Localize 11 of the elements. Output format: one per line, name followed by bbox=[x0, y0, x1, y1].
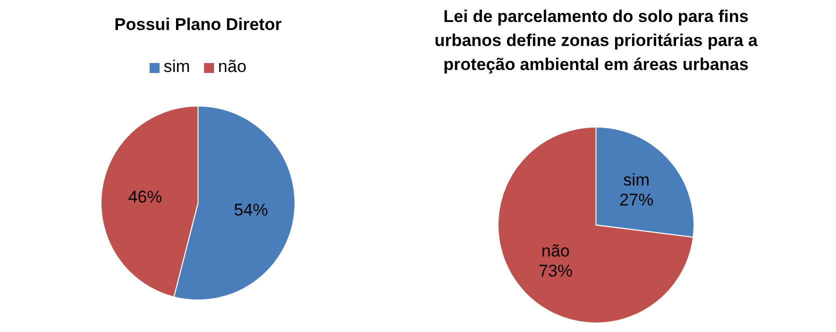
slice-label: não bbox=[541, 242, 570, 261]
data-label: 54% bbox=[234, 200, 268, 220]
data-label: 73% bbox=[538, 262, 573, 281]
chart-title: Possui Plano Diretor bbox=[114, 15, 282, 34]
chart-title: Lei de parcelamento do solo para fins urbanos define zonas prioritárias para a proteção ambiental em áreas urbanas bbox=[434, 7, 758, 74]
legend-label: não bbox=[218, 57, 246, 76]
legend-label: sim bbox=[164, 57, 190, 76]
data-label: 27% bbox=[619, 190, 654, 210]
data-label: 46% bbox=[128, 187, 162, 206]
pie-slice bbox=[498, 126, 694, 324]
slice-label: sim bbox=[623, 170, 650, 190]
